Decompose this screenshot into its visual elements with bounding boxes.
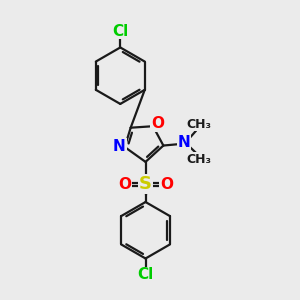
Text: O: O — [118, 177, 131, 192]
Text: N: N — [113, 139, 126, 154]
Text: S: S — [139, 175, 152, 193]
Text: Cl: Cl — [112, 24, 128, 39]
Text: CH₃: CH₃ — [187, 118, 211, 130]
Text: O: O — [151, 116, 164, 131]
Text: Cl: Cl — [137, 267, 154, 282]
Text: O: O — [160, 177, 173, 192]
Text: CH₃: CH₃ — [187, 153, 211, 166]
Text: N: N — [178, 135, 190, 150]
